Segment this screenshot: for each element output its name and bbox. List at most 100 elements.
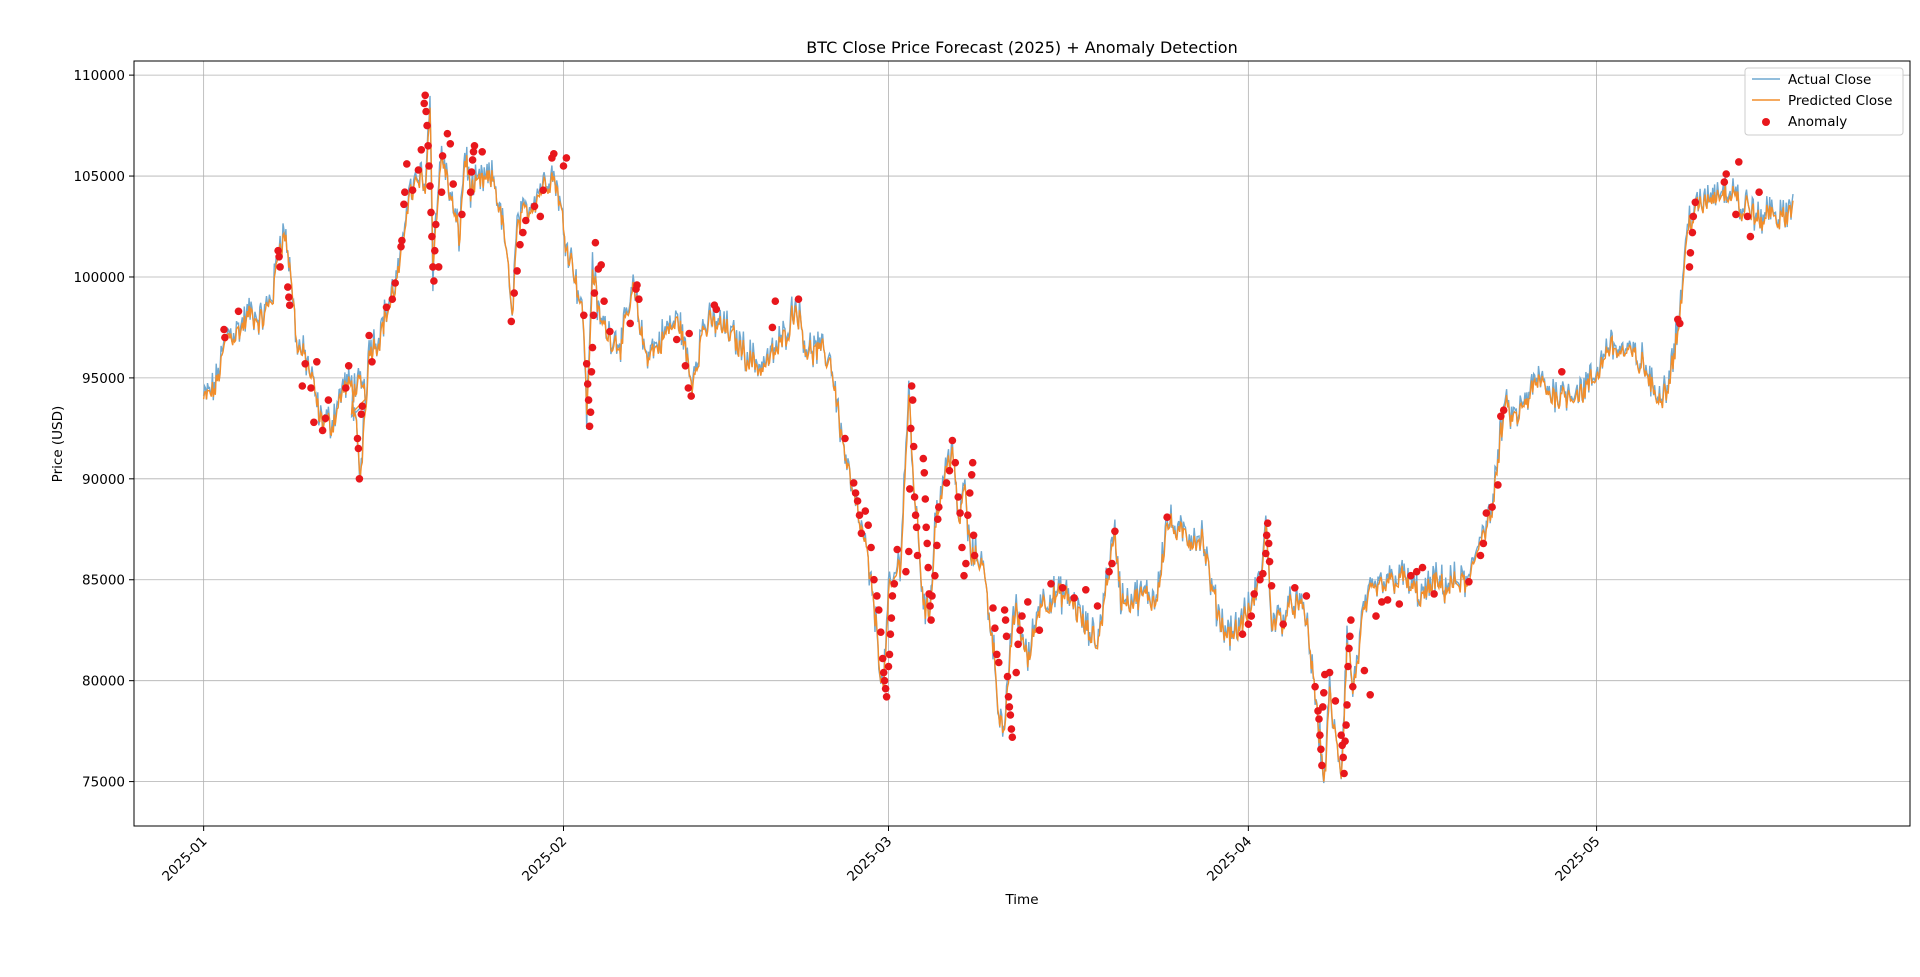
anomaly-point [1494, 481, 1502, 489]
anomaly-point [1006, 711, 1015, 719]
y-tick-label: 90000 [82, 472, 125, 488]
anomaly-point [928, 592, 936, 600]
anomaly-point [585, 422, 594, 431]
anomaly-point [522, 216, 530, 225]
anomaly-point [344, 362, 353, 370]
anomaly-point [1000, 606, 1009, 614]
anomaly-point [926, 602, 934, 610]
anomaly-point [1325, 668, 1334, 677]
anomaly-point [635, 295, 643, 304]
anomaly-point [884, 662, 893, 671]
anomaly-point [420, 99, 429, 108]
anomaly-point [1686, 249, 1695, 257]
anomaly-point [355, 475, 364, 483]
anomaly-point [437, 188, 446, 196]
anomaly-point [1476, 551, 1485, 560]
y-tick-label: 110000 [73, 68, 125, 84]
anomaly-point [911, 511, 920, 519]
anomaly-point [1005, 703, 1014, 711]
anomaly-point [870, 575, 878, 584]
anomaly-point [1378, 598, 1386, 606]
anomaly-point [1418, 563, 1427, 572]
anomaly-point [912, 523, 921, 532]
anomaly-point [431, 246, 439, 255]
anomaly-point [432, 220, 440, 229]
anomaly-point [318, 426, 327, 435]
anomaly-point [1291, 584, 1299, 592]
legend-predicted-label: Predicted Close [1788, 93, 1892, 109]
anomaly-point [1344, 662, 1352, 671]
anomaly-point [458, 210, 466, 219]
anomaly-point [438, 152, 447, 160]
anomaly-point [685, 329, 693, 338]
anomaly-point [879, 668, 888, 677]
plot-area [202, 91, 1794, 784]
anomaly-point [1558, 368, 1566, 376]
anomaly-point [1318, 761, 1326, 770]
anomaly-point [324, 396, 333, 404]
anomaly-point [468, 156, 477, 164]
anomaly-point [1320, 689, 1328, 697]
anomaly-point [401, 188, 409, 196]
anomaly-point [1259, 569, 1267, 578]
anomaly-point [1018, 612, 1026, 620]
anomaly-point [1264, 539, 1273, 548]
anomaly-point [559, 162, 568, 170]
anomaly-point [587, 368, 596, 376]
grid [134, 61, 1910, 826]
anomaly-point [423, 121, 431, 130]
legend: Actual Close Predicted Close Anomaly [1744, 67, 1904, 136]
anomaly-point [672, 335, 681, 344]
anomaly-point [1372, 612, 1380, 620]
anomaly-point [1024, 598, 1032, 606]
anomaly-point [942, 479, 951, 487]
anomaly-point [969, 531, 978, 540]
anomaly-point [684, 384, 693, 392]
anomaly-point [467, 168, 476, 176]
anomaly-point [877, 628, 885, 636]
anomaly-point [536, 212, 545, 221]
anomaly-point [510, 289, 518, 297]
anomaly-point [1238, 630, 1247, 638]
anomaly-point [397, 242, 405, 251]
anomaly-point [550, 150, 558, 158]
anomaly-point [1746, 232, 1755, 241]
anomaly-point [310, 418, 318, 427]
anomaly-point [391, 279, 400, 287]
anomaly-point [882, 693, 891, 701]
anomaly-point [989, 604, 997, 612]
anomaly-point [954, 493, 962, 501]
anomaly-point [368, 358, 376, 366]
anomaly-point [365, 331, 373, 340]
anomaly-point [584, 396, 593, 404]
anomaly-point [446, 140, 455, 148]
anomaly-point [861, 507, 870, 515]
chart-title: BTC Close Price Forecast (2025) + Anomal… [806, 38, 1237, 57]
anomaly-point [421, 91, 430, 100]
anomaly-point [422, 107, 430, 116]
anomaly-point [1337, 731, 1345, 739]
anomaly-point [1412, 567, 1421, 576]
anomaly-point [902, 567, 910, 576]
anomaly-point [875, 606, 883, 614]
legend-actual-label: Actual Close [1788, 72, 1871, 88]
anomaly-point [1383, 596, 1392, 604]
anomaly-point [1007, 725, 1016, 733]
y-tick-label: 105000 [73, 169, 125, 185]
anomaly-point [771, 297, 780, 306]
anomaly-point [1688, 228, 1697, 237]
anomaly-point [960, 571, 968, 580]
anomaly-point [1722, 170, 1730, 178]
anomaly-point [425, 162, 433, 170]
anomaly-point [321, 414, 330, 423]
anomaly-point [1093, 602, 1102, 610]
y-axis-label: Price (USD) [50, 406, 66, 483]
anomaly-point [1262, 549, 1270, 558]
anomaly-point [907, 424, 915, 433]
anomaly-point [429, 263, 437, 271]
anomaly-point [1262, 531, 1271, 540]
y-tick-label: 80000 [82, 674, 125, 690]
anomaly-point [1479, 539, 1488, 548]
anomaly-point [920, 469, 929, 477]
anomaly-point [1319, 703, 1327, 711]
